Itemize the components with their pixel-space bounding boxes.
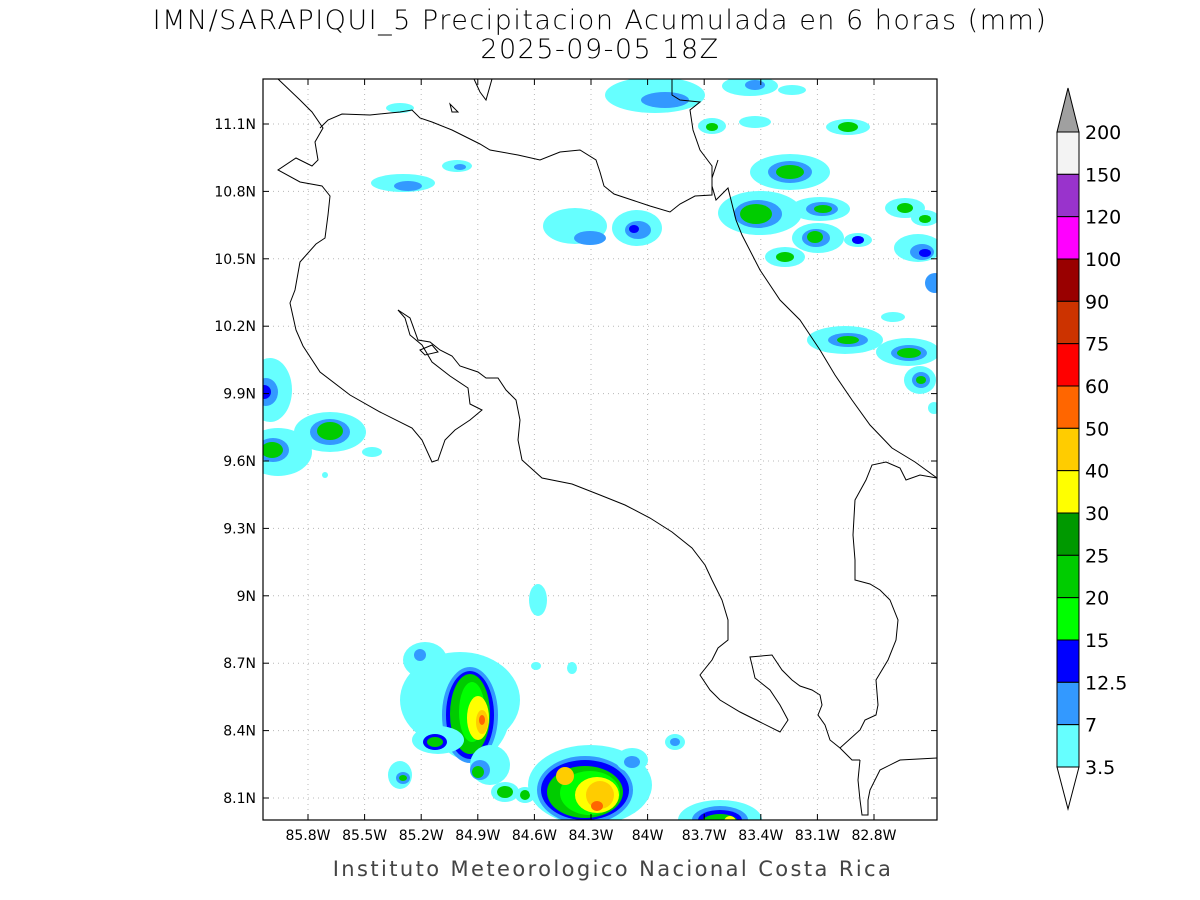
lon-tick-label: 83.1W xyxy=(795,828,840,844)
colorbar-swatch xyxy=(1056,554,1080,599)
lon-tick-label: 83.4W xyxy=(738,828,783,844)
colorbar-swatch xyxy=(1056,258,1080,302)
colorbar-swatch xyxy=(1056,427,1080,472)
colorbar-swatch xyxy=(1056,681,1080,726)
colorbar-level-label: 7 xyxy=(1085,715,1097,737)
colorbar-swatch xyxy=(1056,173,1080,218)
colorbar-level-label: 200 xyxy=(1085,122,1121,144)
lon-tick-label: 82.8W xyxy=(851,828,896,844)
colorbar-level-label: 12.5 xyxy=(1085,672,1127,694)
colorbar-swatch xyxy=(1056,300,1080,345)
colorbar-swatch xyxy=(1056,343,1080,387)
colorbar-swatch xyxy=(1056,131,1080,175)
precipitation-field xyxy=(263,79,937,820)
lat-tick-label: 8.1N xyxy=(223,791,256,807)
lat-tick-label: 9.3N xyxy=(223,521,256,537)
colorbar-level-label: 15 xyxy=(1085,630,1109,652)
colorbar-over-arrow xyxy=(1056,87,1080,133)
lat-tick-label: 11.1N xyxy=(214,117,256,133)
lat-tick-label: 9.6N xyxy=(223,454,256,470)
longitude-axis: 85.8W 85.5W 85.2W 84.9W 84.6W 84.3W 84W 83.7W 83… xyxy=(285,79,897,844)
colorbar-swatch xyxy=(1056,216,1080,260)
colorbar-level-label: 50 xyxy=(1085,418,1109,440)
credit-text: Instituto Meteorologico Nacional Costa R… xyxy=(332,857,894,881)
lat-tick-label: 10.8N xyxy=(214,184,256,200)
lat-tick-label: 10.5N xyxy=(214,252,256,268)
colorbar-level-label: 25 xyxy=(1085,545,1109,567)
colorbar-level-label: 120 xyxy=(1085,207,1121,229)
lat-tick-label: 9.9N xyxy=(223,387,256,403)
lon-tick-label: 85.2W xyxy=(399,828,444,844)
lon-tick-label: 85.8W xyxy=(285,828,330,844)
lat-tick-label: 10.2N xyxy=(214,319,256,335)
colorbar-level-label: 60 xyxy=(1085,376,1109,398)
coastline xyxy=(277,79,937,816)
lon-tick-label: 84W xyxy=(632,828,664,844)
colorbar-swatch xyxy=(1056,385,1080,429)
map-frame xyxy=(262,78,938,821)
colorbar-level-label: 40 xyxy=(1085,461,1109,483)
lon-tick-label: 85.5W xyxy=(342,828,387,844)
colorbar-swatch xyxy=(1056,597,1080,641)
colorbar-level-label: 100 xyxy=(1085,249,1121,271)
colorbar-level-label: 30 xyxy=(1085,503,1109,525)
lat-tick-label: 8.4N xyxy=(223,724,256,740)
lon-tick-label: 84.3W xyxy=(568,828,613,844)
colorbar-swatch xyxy=(1056,470,1080,514)
colorbar-swatch xyxy=(1056,639,1080,683)
colorbar-level-label: 150 xyxy=(1085,164,1121,186)
map-title: IMN/SARAPIQUI_5 Precipitacion Acumulada … xyxy=(152,5,1048,36)
latitude-axis: 11.1N 10.8N 10.5N 10.2N 9.9N 9.6N 9.3N 9N 8.7N 8.… xyxy=(214,117,937,807)
lon-tick-label: 84.9W xyxy=(455,828,500,844)
colorbar-swatch xyxy=(1056,724,1080,768)
colorbar: 200 150 120 100 90 75 60 50 40 30 25 20 15 12.5 7 3.5 xyxy=(1056,87,1127,811)
colorbar-under-arrow xyxy=(1056,766,1080,811)
lat-tick-label: 8.7N xyxy=(223,656,256,672)
colorbar-level-label: 75 xyxy=(1085,334,1109,356)
colorbar-level-label: 3.5 xyxy=(1085,757,1115,779)
colorbar-swatch xyxy=(1056,512,1080,556)
lon-tick-label: 83.7W xyxy=(682,828,727,844)
map-datetime: 2025-09-05 18Z xyxy=(480,34,720,65)
colorbar-level-label: 20 xyxy=(1085,588,1109,610)
colorbar-level-label: 90 xyxy=(1085,291,1109,313)
lon-tick-label: 84.6W xyxy=(512,828,557,844)
lat-tick-label: 9N xyxy=(237,589,256,605)
